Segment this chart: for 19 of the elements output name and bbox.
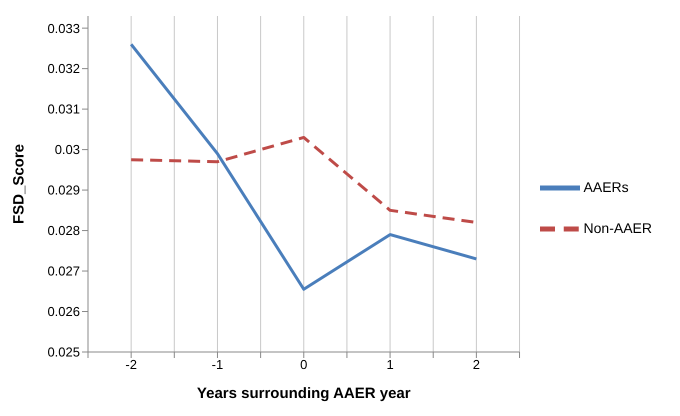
y-tick-label: 0.029 [47,182,80,198]
y-tick-label: 0.032 [47,61,80,76]
legend-label: Non-AAER [584,220,652,236]
y-tick-label: 0.03 [54,142,80,158]
y-tick-label: 0.027 [47,264,80,279]
y-tick-label: 0.028 [47,223,80,238]
x-tick-label: 2 [472,357,480,372]
x-tick-label: 0 [300,357,308,372]
y-tick-label: 0.031 [47,102,80,117]
line-series [130,42,478,291]
x-tick-label: -2 [125,357,137,372]
x-tick-label: 1 [386,357,394,372]
y-tick-label: 0.026 [47,304,80,320]
y-tick-label: 0.033 [47,20,80,36]
y-tick-label: 0.025 [47,344,80,360]
y-axis-title: FSD_Score [10,144,28,224]
legend-label: AAERs [584,178,629,195]
x-axis-title: Years surrounding AAER year [196,385,411,402]
x-tick-label: -1 [212,357,224,372]
